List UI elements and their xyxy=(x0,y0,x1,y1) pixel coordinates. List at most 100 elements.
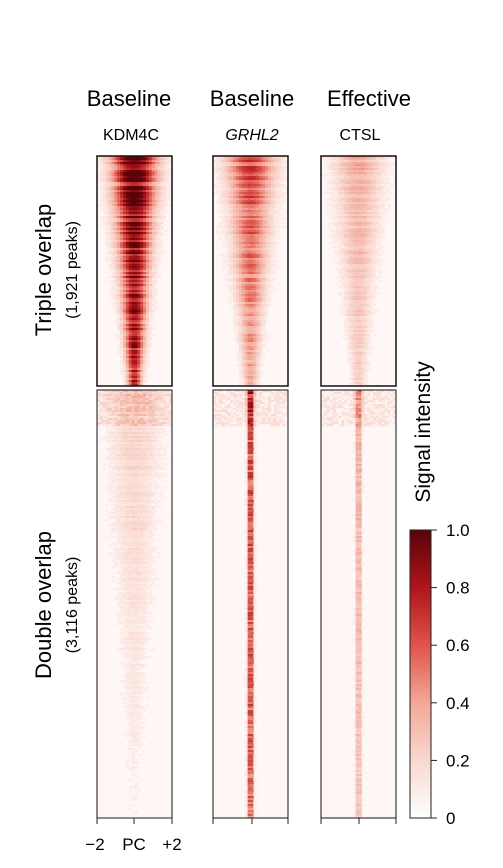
heatmap-cell xyxy=(148,212,153,215)
heatmap-cell xyxy=(134,340,138,343)
heatmap-cell xyxy=(270,192,274,195)
heatmap-cell xyxy=(128,512,133,515)
heatmap-cell xyxy=(137,266,141,269)
heatmap-cell xyxy=(114,184,118,187)
heatmap-cell xyxy=(117,402,121,405)
heatmap-cell xyxy=(131,652,135,655)
heatmap-cell xyxy=(148,292,153,295)
heatmap-cell xyxy=(264,194,269,197)
heatmap-cell xyxy=(148,638,153,641)
heatmap-cell xyxy=(267,172,272,175)
heatmap-cell xyxy=(166,170,170,173)
heatmap-cell xyxy=(111,156,115,159)
heatmap-cell xyxy=(151,532,156,535)
heatmap-cell xyxy=(125,584,130,587)
heatmap-cell xyxy=(148,562,153,565)
heatmap-cell xyxy=(128,526,133,529)
heatmap-cell xyxy=(157,204,161,207)
heatmap-cell xyxy=(250,186,254,189)
heatmap-cell xyxy=(137,324,141,327)
heatmap-cell xyxy=(148,456,153,459)
heatmap-cell xyxy=(146,390,150,393)
heatmap-cell xyxy=(128,778,133,781)
heatmap-cell xyxy=(140,310,144,313)
heatmap-cell xyxy=(117,292,121,295)
heatmap-cell xyxy=(151,208,156,211)
heatmap-cell xyxy=(157,460,161,463)
heatmap-cell xyxy=(128,378,133,381)
heatmap-cell xyxy=(137,536,141,539)
heatmap-cell xyxy=(114,260,118,263)
heatmap-cell xyxy=(122,384,127,387)
heatmap-cell xyxy=(148,490,153,493)
heatmap-cell xyxy=(134,190,138,193)
heatmap-cell xyxy=(122,370,127,373)
heatmap-cell xyxy=(146,640,150,643)
heatmap-cell xyxy=(131,572,135,575)
heatmap-cell xyxy=(122,544,127,547)
heatmap-cell xyxy=(125,558,130,561)
heatmap-cell xyxy=(250,158,254,161)
heatmap-cell xyxy=(111,524,115,527)
heatmap-cell xyxy=(128,500,133,503)
heatmap-cell xyxy=(114,504,118,507)
heatmap-cell xyxy=(128,558,133,561)
heatmap-cell xyxy=(122,618,127,621)
heatmap-cell xyxy=(151,648,156,651)
heatmap-cell xyxy=(154,158,158,161)
heatmap-cell xyxy=(114,204,118,207)
heatmap-cell xyxy=(262,160,266,163)
heatmap-cell xyxy=(148,302,153,305)
heatmap-cell xyxy=(143,500,147,503)
heatmap-cell xyxy=(120,202,124,205)
heatmap-cell xyxy=(154,456,158,459)
heatmap-cell xyxy=(134,318,138,321)
heatmap-cell xyxy=(157,478,161,481)
heatmap-cell xyxy=(131,390,135,393)
heatmap-cell xyxy=(137,216,141,219)
heatmap-cell xyxy=(247,188,251,191)
heatmap-cell xyxy=(151,258,156,261)
heatmap-cell xyxy=(140,666,144,669)
heatmap-cell xyxy=(99,172,104,175)
heatmap-cell xyxy=(108,420,112,423)
heatmap-cell xyxy=(134,524,138,527)
heatmap-cell xyxy=(114,252,118,255)
heatmap-cell xyxy=(224,172,228,175)
heatmap-cell xyxy=(134,450,138,453)
heatmap-cell xyxy=(151,184,156,187)
heatmap-cell xyxy=(128,358,133,361)
heatmap-cell xyxy=(143,210,147,213)
heatmap-cell xyxy=(105,240,109,243)
heatmap-cell xyxy=(117,202,121,205)
heatmap-cell xyxy=(140,500,144,503)
heatmap-cell xyxy=(134,618,138,621)
heatmap-cell xyxy=(148,578,153,581)
heatmap-cell xyxy=(108,552,112,555)
heatmap-cell xyxy=(160,176,164,179)
heatmap-cell xyxy=(154,484,158,487)
heatmap-cell xyxy=(134,648,138,651)
heatmap-cell xyxy=(270,164,274,167)
heatmap-cell xyxy=(128,186,133,189)
heatmap-cell xyxy=(120,638,124,641)
heatmap-cell xyxy=(137,660,141,663)
heatmap-cell xyxy=(137,568,141,571)
heatmap-cell xyxy=(134,274,138,277)
heatmap-cell xyxy=(128,692,133,695)
heatmap-cell xyxy=(244,188,249,191)
heatmap-cell xyxy=(236,168,240,171)
heatmap-cell xyxy=(134,544,138,547)
heatmap-cell xyxy=(122,172,127,175)
heatmap-cell xyxy=(131,206,135,209)
heatmap-cell xyxy=(250,180,254,183)
heatmap-cell xyxy=(137,238,141,241)
heatmap-cell xyxy=(108,198,112,201)
row-sublabel-double-overlap: (3,116 peaks) xyxy=(64,557,81,654)
heatmap-cell xyxy=(122,586,127,589)
heatmap-cell xyxy=(160,180,164,183)
heatmap-cell xyxy=(114,496,118,499)
heatmap-cell xyxy=(102,184,107,187)
heatmap-cell xyxy=(140,204,144,207)
heatmap-cell xyxy=(131,450,135,453)
